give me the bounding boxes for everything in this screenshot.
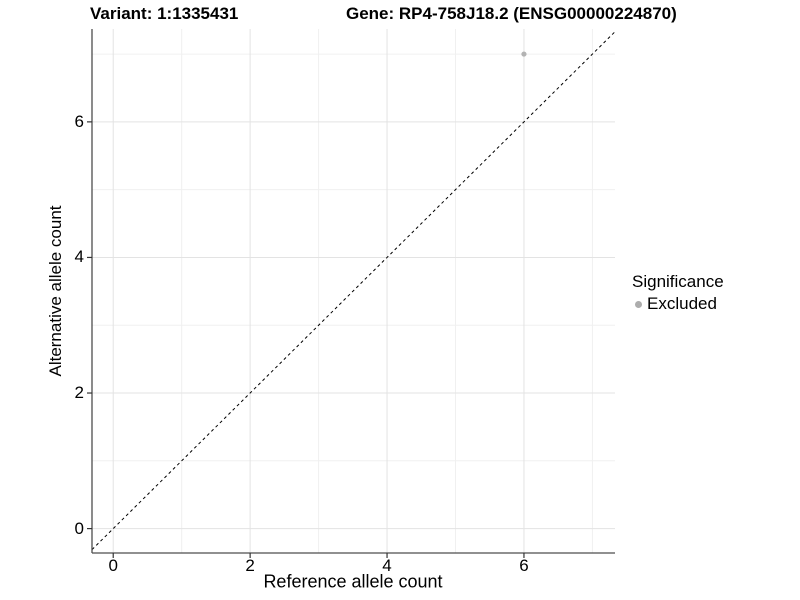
- data-point-excluded: [521, 51, 527, 57]
- gene-title: Gene: RP4-758J18.2 (ENSG00000224870): [346, 4, 677, 23]
- y-tick-label: 4: [74, 247, 84, 267]
- y-tick-label: 0: [74, 518, 84, 538]
- legend-title: Significance: [632, 272, 724, 291]
- y-tick-label: 6: [74, 111, 84, 131]
- legend: Significance Excluded: [632, 272, 724, 314]
- x-tick-label: 4: [382, 556, 392, 575]
- x-tick-label: 0: [108, 556, 118, 575]
- x-tick-label: 6: [519, 556, 529, 575]
- excluded-marker-icon: [635, 300, 642, 308]
- x-axis-label: Reference allele count: [263, 571, 443, 592]
- legend-item-label: Excluded: [647, 294, 717, 313]
- y-tick-label: 2: [74, 383, 84, 403]
- identity-dashed-line: [91, 31, 616, 550]
- x-tick-label: 2: [245, 556, 255, 575]
- variant-title: Variant: 1:1335431: [90, 4, 239, 23]
- legend-item-excluded: Excluded: [632, 294, 724, 314]
- y-axis-label: Alternative allele count: [46, 205, 65, 377]
